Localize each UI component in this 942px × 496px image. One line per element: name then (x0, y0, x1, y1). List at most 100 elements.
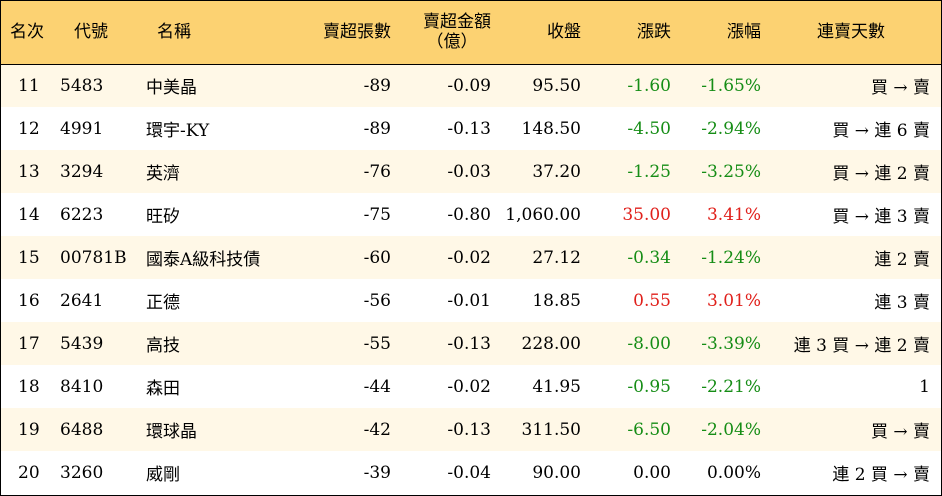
cell-sell-amount: -0.04 (447, 462, 491, 483)
cell-change-pct: -1.24% (701, 247, 761, 268)
cell-code: 6223 (60, 204, 104, 225)
cell-sell-shares: -39 (363, 462, 391, 483)
cell-rank: 12 (18, 118, 40, 139)
cell-change-pct: 0.00% (706, 462, 761, 483)
cell-sell-amount: -0.02 (447, 376, 491, 397)
cell-change-pct: 3.41% (706, 204, 761, 225)
cell-change: 0.00 (633, 462, 671, 483)
table-row: 11 5483 中美晶 -89 -0.09 95.50 -1.60 -1.65% 買 → 賣 (1, 64, 941, 107)
cell-close: 311.50 (521, 419, 581, 440)
cell-streak: 買 → 賣 (870, 422, 930, 442)
table-body: 11 5483 中美晶 -89 -0.09 95.50 -1.60 -1.65% 買 → 賣 12… (1, 64, 941, 494)
cell-change-pct: -1.65% (701, 75, 761, 96)
table-row: 16 2641 正德 -56 -0.01 18.85 0.55 3.01% 連 3 賣 (1, 279, 941, 322)
cell-name: 中美晶 (146, 78, 197, 99)
cell-streak: 買 → 連 3 賣 (832, 207, 930, 227)
cell-rank: 17 (18, 333, 40, 354)
header-rank: 名次 (10, 22, 44, 43)
cell-rank: 13 (18, 161, 40, 182)
cell-close: 228.00 (521, 333, 581, 354)
header-sell-amount-line1: 賣超金額 (423, 12, 491, 33)
cell-sell-amount: -0.13 (447, 419, 491, 440)
cell-change: -0.95 (627, 376, 671, 397)
cell-sell-amount: -0.03 (447, 161, 491, 182)
cell-code: 5439 (60, 333, 104, 354)
cell-change: 0.55 (633, 290, 671, 311)
cell-streak: 連 2 賣 (874, 250, 930, 270)
table-row: 20 3260 威剛 -39 -0.04 90.00 0.00 0.00% 連 2 買 → 賣 (1, 451, 941, 494)
cell-change-pct: -3.25% (701, 161, 761, 182)
cell-name: 威剛 (146, 465, 180, 485)
header-streak: 連賣天數 (817, 22, 885, 43)
cell-name: 森田 (146, 379, 180, 399)
cell-change: -1.60 (627, 75, 671, 96)
cell-rank: 14 (18, 204, 40, 225)
cell-sell-shares: -60 (363, 247, 391, 268)
table-header: 名次 代號 名稱 賣超張數 賣超金額 （億） 收盤 漲跌 漲幅 連賣天數 (1, 1, 941, 64)
cell-change-pct: 3.01% (706, 290, 761, 311)
cell-sell-shares: -76 (363, 161, 391, 182)
cell-name: 環宇-KY (146, 121, 210, 141)
table-row: 15 00781B 國泰A級科技債 -60 -0.02 27.12 -0.34 -1.24% 連… (1, 236, 941, 279)
cell-streak: 1 (919, 376, 930, 397)
header-sell-amount: 賣超金額 （億） (391, 1, 491, 64)
cell-change: -1.25 (627, 161, 671, 182)
cell-rank: 11 (18, 75, 40, 96)
header-sell-amount-line2: （億） (426, 32, 478, 53)
cell-name: 正德 (146, 293, 180, 313)
cell-sell-amount: -0.13 (447, 333, 491, 354)
header-code: 代號 (74, 22, 108, 43)
cell-streak: 連 3 買 → 連 2 賣 (793, 336, 930, 356)
cell-close: 90.00 (532, 462, 581, 483)
cell-streak: 買 → 連 6 賣 (832, 121, 930, 141)
cell-sell-amount: -0.01 (447, 290, 491, 311)
cell-name: 國泰A級科技債 (146, 250, 261, 270)
cell-sell-amount: -0.02 (447, 247, 491, 268)
cell-streak: 連 3 賣 (874, 293, 930, 313)
cell-rank: 20 (18, 462, 40, 483)
cell-name: 旺矽 (146, 207, 180, 227)
cell-code: 5483 (60, 75, 104, 96)
cell-close: 1,060.00 (505, 204, 581, 225)
cell-close: 27.12 (532, 247, 581, 268)
cell-sell-amount: -0.09 (447, 75, 491, 96)
cell-code: 8410 (60, 376, 104, 397)
cell-close: 41.95 (532, 376, 581, 397)
table-row: 13 3294 英濟 -76 -0.03 37.20 -1.25 -3.25% 買 → 連 2 … (1, 150, 941, 193)
cell-sell-shares: -89 (363, 118, 391, 139)
header-close: 收盤 (547, 22, 581, 43)
cell-rank: 19 (18, 419, 40, 440)
table-row: 18 8410 森田 -44 -0.02 41.95 -0.95 -2.21% 1 (1, 365, 941, 408)
cell-close: 18.85 (532, 290, 581, 311)
cell-sell-shares: -55 (363, 333, 391, 354)
cell-sell-shares: -89 (363, 75, 391, 96)
cell-code: 00781B (60, 247, 127, 268)
cell-sell-shares: -56 (363, 290, 391, 311)
cell-change: -0.34 (627, 247, 671, 268)
cell-code: 3260 (60, 462, 104, 483)
cell-rank: 15 (18, 247, 40, 268)
cell-code: 4991 (60, 118, 104, 139)
header-change: 漲跌 (637, 22, 671, 43)
table-row: 17 5439 高技 -55 -0.13 228.00 -8.00 -3.39% 連 3 買 →… (1, 322, 941, 365)
header-sell-shares: 賣超張數 (323, 22, 391, 43)
table-row: 14 6223 旺矽 -75 -0.80 1,060.00 35.00 3.41% 買 → 連 … (1, 193, 941, 236)
header-row: 名次 代號 名稱 賣超張數 賣超金額 （億） 收盤 漲跌 漲幅 連賣天數 (1, 1, 941, 64)
header-change-pct: 漲幅 (727, 22, 761, 43)
cell-change-pct: -2.21% (701, 376, 761, 397)
cell-name: 環球晶 (146, 422, 197, 442)
cell-code: 6488 (60, 419, 104, 440)
cell-code: 2641 (60, 290, 104, 311)
cell-code: 3294 (60, 161, 104, 182)
cell-streak: 買 → 賣 (870, 78, 930, 99)
cell-change-pct: -2.94% (701, 118, 761, 139)
cell-streak: 連 2 買 → 賣 (832, 465, 930, 485)
cell-name: 英濟 (146, 164, 180, 184)
cell-sell-amount: -0.80 (447, 204, 491, 225)
cell-sell-shares: -44 (363, 376, 391, 397)
table-row: 19 6488 環球晶 -42 -0.13 311.50 -6.50 -2.04% 買 → 賣 (1, 408, 941, 451)
cell-change: -6.50 (627, 419, 671, 440)
cell-change-pct: -3.39% (701, 333, 761, 354)
cell-sell-shares: -75 (363, 204, 391, 225)
